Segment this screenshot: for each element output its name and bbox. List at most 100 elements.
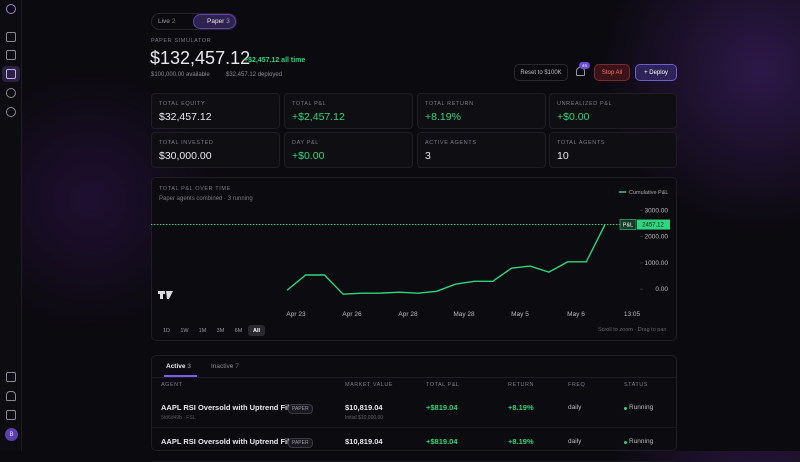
nav-docs[interactable] [6, 372, 16, 382]
column-header: AGENT [161, 382, 183, 388]
eyebrow: PAPER SIMULATOR [151, 38, 212, 44]
status-dot [624, 407, 627, 410]
stat-card: TOTAL EQUITY $32,457.12 [151, 93, 280, 129]
column-header: TOTAL P&L [426, 382, 460, 388]
tab-label: Inactive [211, 363, 234, 370]
mode-tabs [151, 13, 237, 30]
stat-card: TOTAL INVESTED $30,000.00 [151, 132, 280, 168]
chart-title: TOTAL P&L OVER TIME [159, 186, 231, 192]
nav-dashboard[interactable] [6, 32, 16, 42]
pnl-line [286, 224, 606, 295]
stat-label: DAY P&L [292, 140, 319, 146]
status-dot [624, 441, 627, 444]
initial-value: Initial $10,000.00 [345, 415, 384, 421]
deploy-button[interactable]: + Deploy [635, 64, 677, 81]
tab-underline [164, 375, 197, 377]
range-button[interactable]: 1W [180, 327, 189, 334]
y-tick-label: 3000.00 [645, 207, 669, 214]
return: +8.19% [508, 437, 534, 446]
total-pnl: +$819.04 [426, 403, 458, 412]
range-button[interactable]: 1M [198, 327, 207, 334]
balance-change: +$2,457.12 all time [244, 57, 306, 64]
price-tag-bg [619, 219, 637, 230]
stat-value: $32,457.12 [159, 111, 212, 123]
stat-label: UNREALIZED P&L [557, 101, 613, 107]
paper-tag: PAPER [288, 438, 313, 448]
market-value: $10,819.04 [345, 403, 383, 412]
sidebar: B [0, 0, 22, 451]
tv-logo-mark [166, 291, 173, 299]
stat-card: ACTIVE AGENTS 3 [417, 132, 546, 168]
stat-label: ACTIVE AGENTS [425, 140, 477, 146]
column-header: MARKET VALUE [345, 382, 393, 388]
agent-sub: 5fd6d49b · FSL [161, 415, 196, 421]
range-button[interactable]: 3M [216, 327, 225, 334]
available: $100,000.00 available [151, 72, 210, 78]
freq: daily [568, 404, 582, 411]
nav-deploy[interactable] [6, 69, 16, 79]
range-button[interactable]: 1D [162, 327, 171, 334]
stat-label: TOTAL P&L [292, 101, 327, 107]
chart-hint: Scroll to zoom · Drag to pan [598, 327, 667, 333]
badge: 46 [579, 62, 590, 69]
y-tick-label: 2000.00 [645, 234, 669, 241]
price-tag: P&L [623, 223, 633, 229]
balance: $132,457.12 [150, 48, 251, 68]
x-tick-label: Apr 26 [342, 311, 362, 318]
status: Running [629, 438, 654, 445]
chart-subtitle: Paper agents combined · 3 running [159, 196, 253, 202]
nav-settings[interactable] [6, 107, 16, 117]
stat-label: TOTAL INVESTED [159, 140, 214, 146]
agent-name: AAPL RSI Oversold with Uptrend Filter [161, 437, 299, 446]
tab-count: 7 [235, 363, 239, 370]
range-button[interactable]: All [248, 325, 265, 336]
tab-inactive[interactable]: Inactive 7 [211, 363, 239, 370]
tab-paper[interactable]: Paper 3 [193, 14, 236, 29]
x-tick-label: Apr 28 [398, 311, 418, 318]
tv-logo-mark [160, 291, 163, 299]
x-tick-label: Apr 23 [286, 311, 306, 318]
avatar[interactable]: B [5, 428, 18, 441]
nav-alerts[interactable] [6, 391, 16, 401]
tab-active[interactable]: Active 3 [166, 363, 191, 370]
range-button[interactable]: 6M [234, 327, 243, 334]
stat-card: TOTAL AGENTS 10 [549, 132, 677, 168]
market-value: $10,819.04 [345, 437, 383, 446]
tab-label: Live [158, 18, 170, 25]
tab-count: 3 [187, 363, 191, 370]
stat-value: 3 [425, 150, 431, 162]
stat-value: 10 [557, 150, 569, 162]
stat-value: +$2,457.12 [292, 111, 345, 123]
legend-label: Cumulative P&L [629, 190, 668, 196]
tab-label: Paper [207, 18, 225, 25]
stat-card: DAY P&L +$0.00 [284, 132, 413, 168]
nav-logout[interactable] [6, 410, 16, 420]
stop-button[interactable]: Stop All [594, 64, 630, 81]
stat-label: TOTAL EQUITY [159, 101, 206, 107]
nav-users[interactable] [6, 88, 16, 98]
logo[interactable] [6, 4, 16, 14]
reset-button[interactable]: Reset to $100K [514, 64, 568, 81]
x-tick-label: 13:05 [624, 311, 641, 318]
stat-value: $30,000.00 [159, 150, 212, 162]
tab-live[interactable]: Live 2 [158, 18, 175, 25]
stat-value: +$0.00 [292, 150, 325, 162]
chart: TOTAL P&L OVER TIME Paper agents combined… [151, 186, 670, 318]
stat-label: TOTAL AGENTS [557, 140, 606, 146]
column-header: RETURN [508, 382, 534, 388]
column-header: FREQ [568, 382, 586, 388]
tab-count: 3 [226, 18, 230, 25]
return: +8.19% [508, 403, 534, 412]
row-divider [152, 427, 676, 428]
agent-name: AAPL RSI Oversold with Uptrend Filter [161, 403, 299, 412]
price-label: 2457.12 [642, 223, 664, 229]
status: Running [629, 404, 654, 411]
stat-card: TOTAL RETURN +8.19% [417, 93, 546, 129]
divider [152, 377, 676, 378]
deployed: $32,457.12 deployed [226, 72, 283, 78]
chart-panel [151, 177, 677, 341]
freq: daily [568, 438, 582, 445]
nav-library[interactable] [6, 50, 16, 60]
stat-card: UNREALIZED P&L +$0.00 [549, 93, 677, 129]
